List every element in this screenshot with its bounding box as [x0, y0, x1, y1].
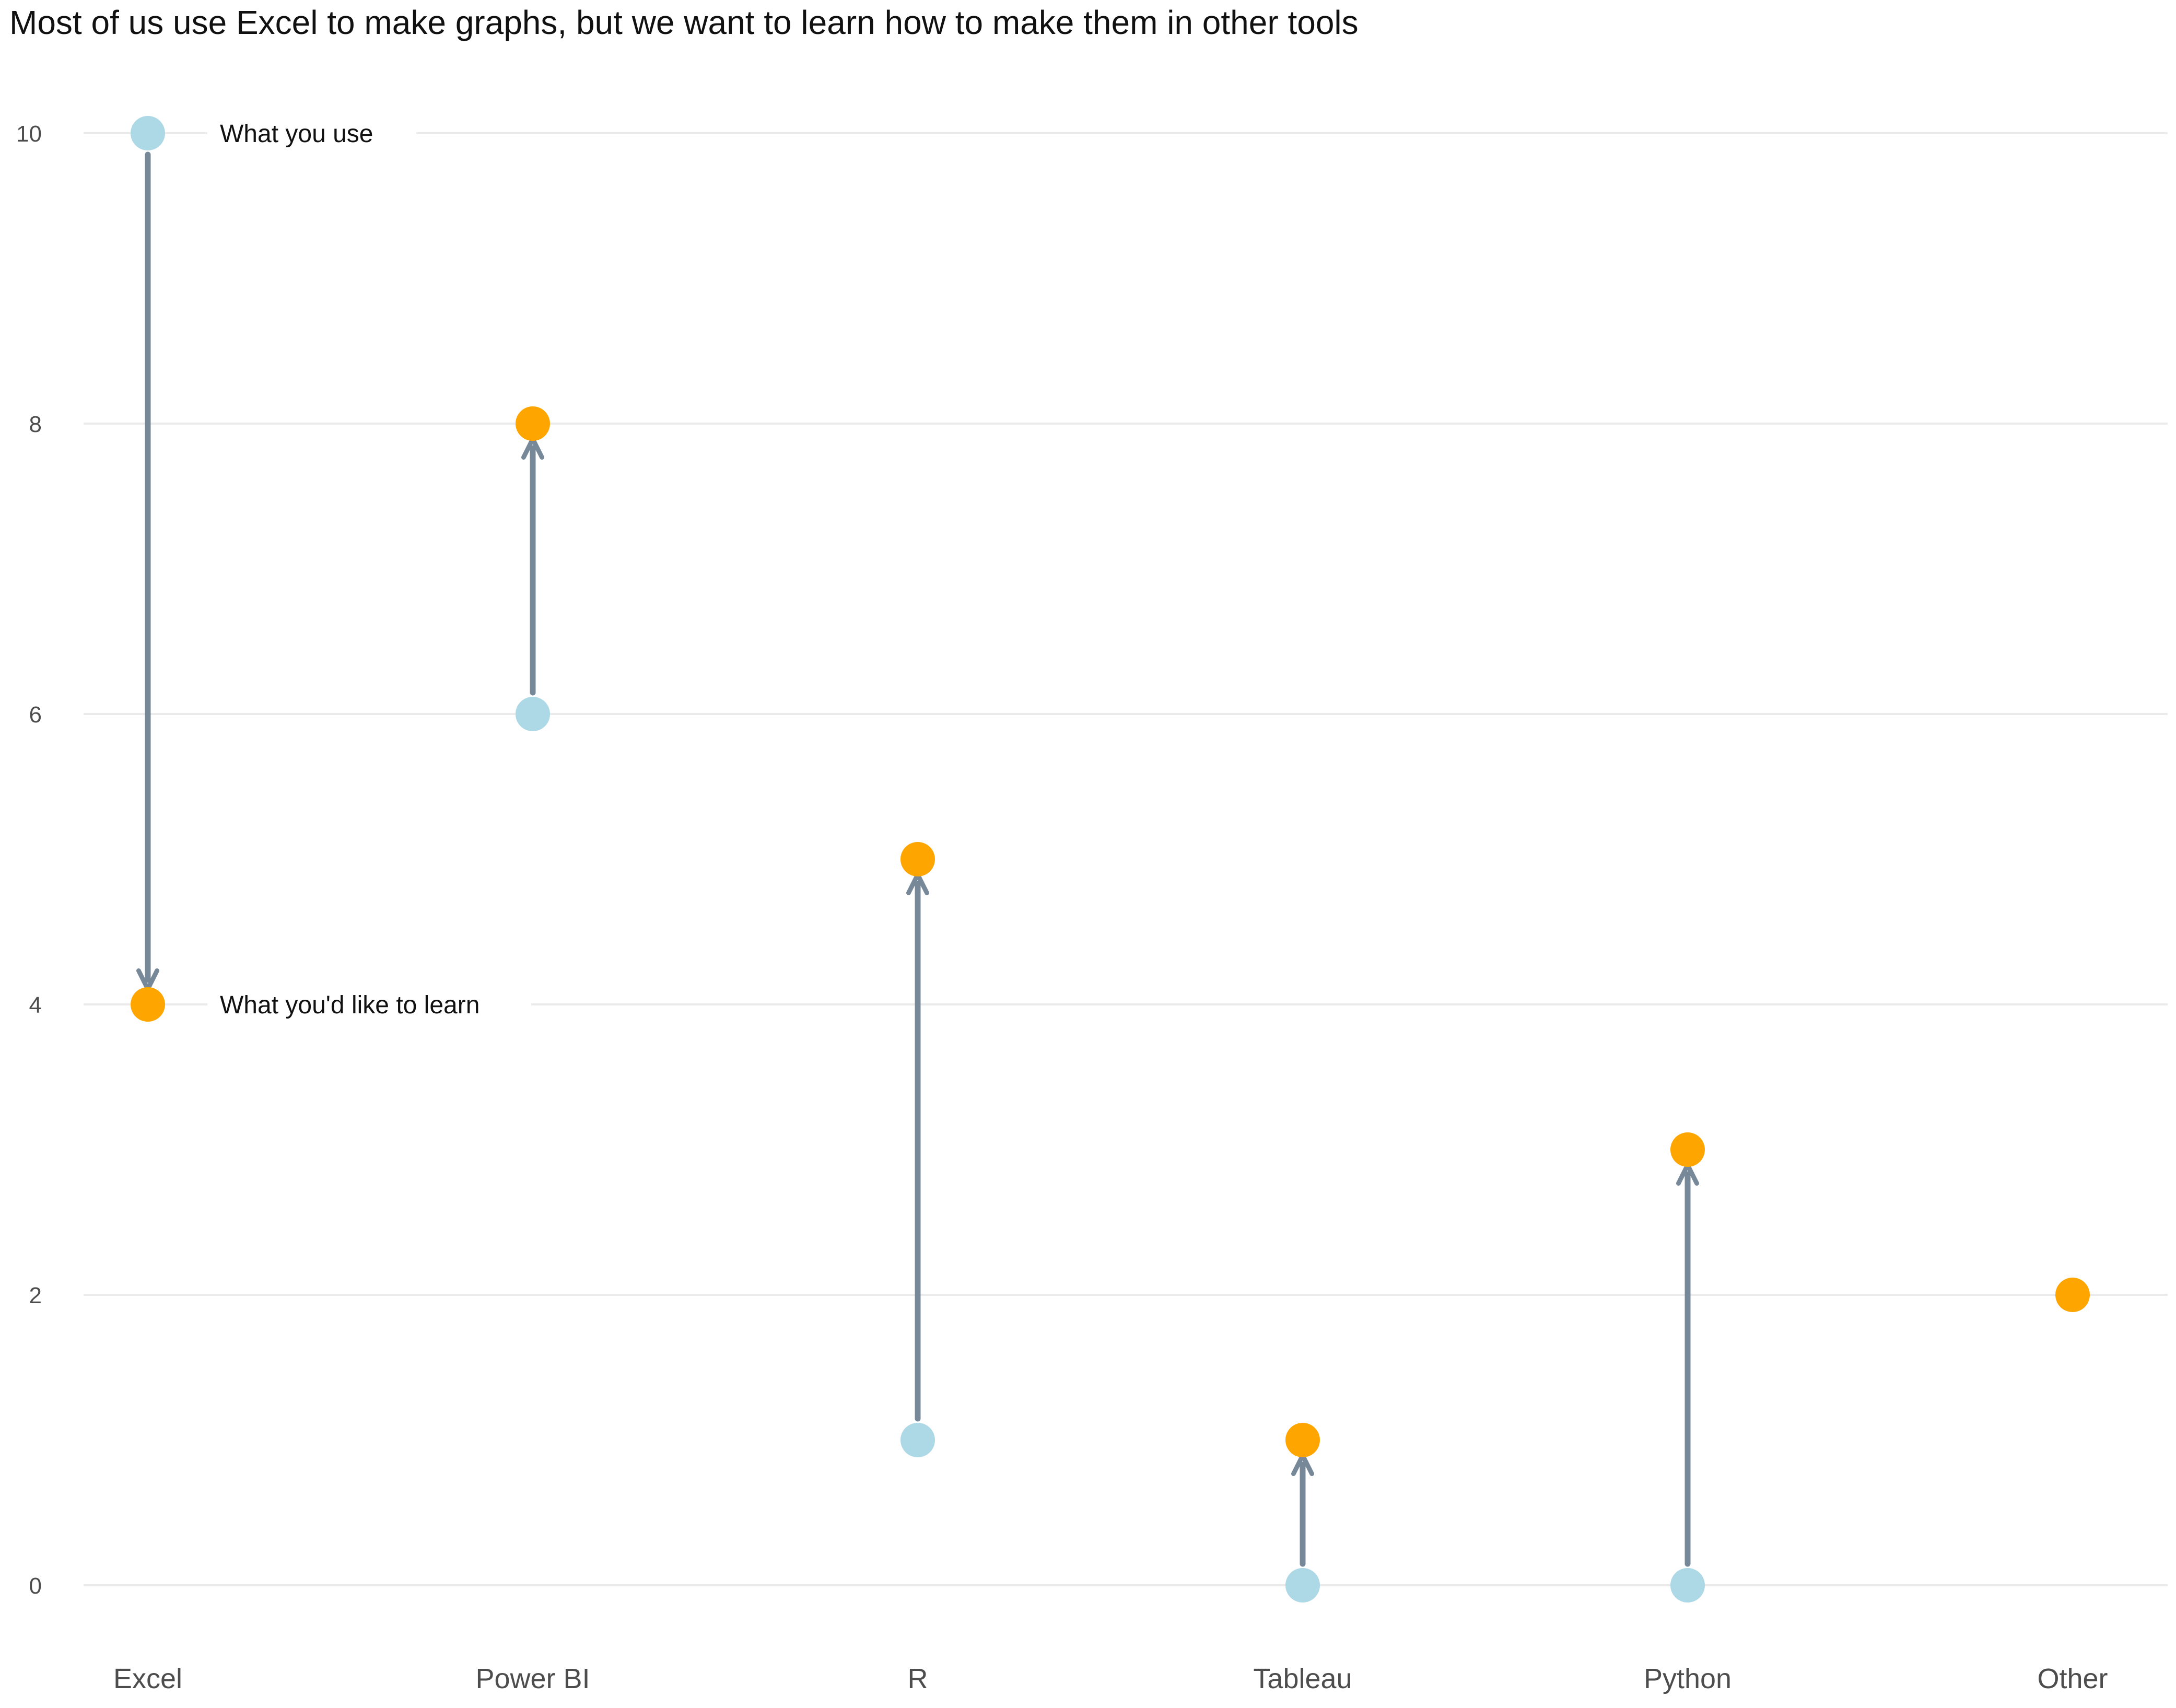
annotation-background — [207, 112, 416, 154]
x-tick-label: Excel — [113, 1663, 182, 1694]
y-tick-label: 10 — [16, 121, 42, 147]
x-tick-label: Python — [1644, 1663, 1732, 1694]
y-tick-label: 2 — [29, 1283, 42, 1308]
x-tick-label: Other — [2037, 1663, 2108, 1694]
y-tick-label: 4 — [29, 992, 42, 1018]
data-points — [131, 116, 2090, 1602]
y-tick-label: 6 — [29, 702, 42, 728]
x-tick-label: Power BI — [475, 1663, 590, 1694]
y-tick-label: 0 — [29, 1573, 42, 1599]
x-tick-label: Tableau — [1253, 1663, 1352, 1694]
chart-title: Most of us use Excel to make graphs, but… — [9, 4, 1359, 41]
point-what-you-learn — [516, 406, 550, 441]
point-what-you-use — [900, 1423, 935, 1457]
point-what-you-use — [1670, 1568, 1705, 1602]
point-what-you-learn — [900, 842, 935, 876]
annotation-what-youd-like-to-learn: What you'd like to learn — [220, 991, 479, 1019]
y-axis-ticks: 0 2 4 6 8 10 — [16, 121, 42, 1599]
x-axis-ticks: Excel Power BI R Tableau Python Other — [113, 1663, 2108, 1694]
y-tick-label: 8 — [29, 412, 42, 437]
point-what-you-learn — [1670, 1132, 1705, 1167]
point-what-you-use — [1285, 1568, 1320, 1602]
point-what-you-learn — [2055, 1278, 2090, 1312]
point-what-you-use — [516, 697, 550, 731]
change-arrows — [136, 151, 1699, 1567]
annotations: What you use What you'd like to learn — [207, 112, 531, 1025]
annotation-background — [207, 984, 531, 1025]
point-what-you-learn — [131, 987, 165, 1022]
annotation-what-you-use: What you use — [220, 120, 373, 148]
point-what-you-learn — [1285, 1423, 1320, 1457]
point-what-you-use — [131, 116, 165, 150]
gridlines — [84, 132, 2168, 1586]
x-tick-label: R — [908, 1663, 928, 1694]
